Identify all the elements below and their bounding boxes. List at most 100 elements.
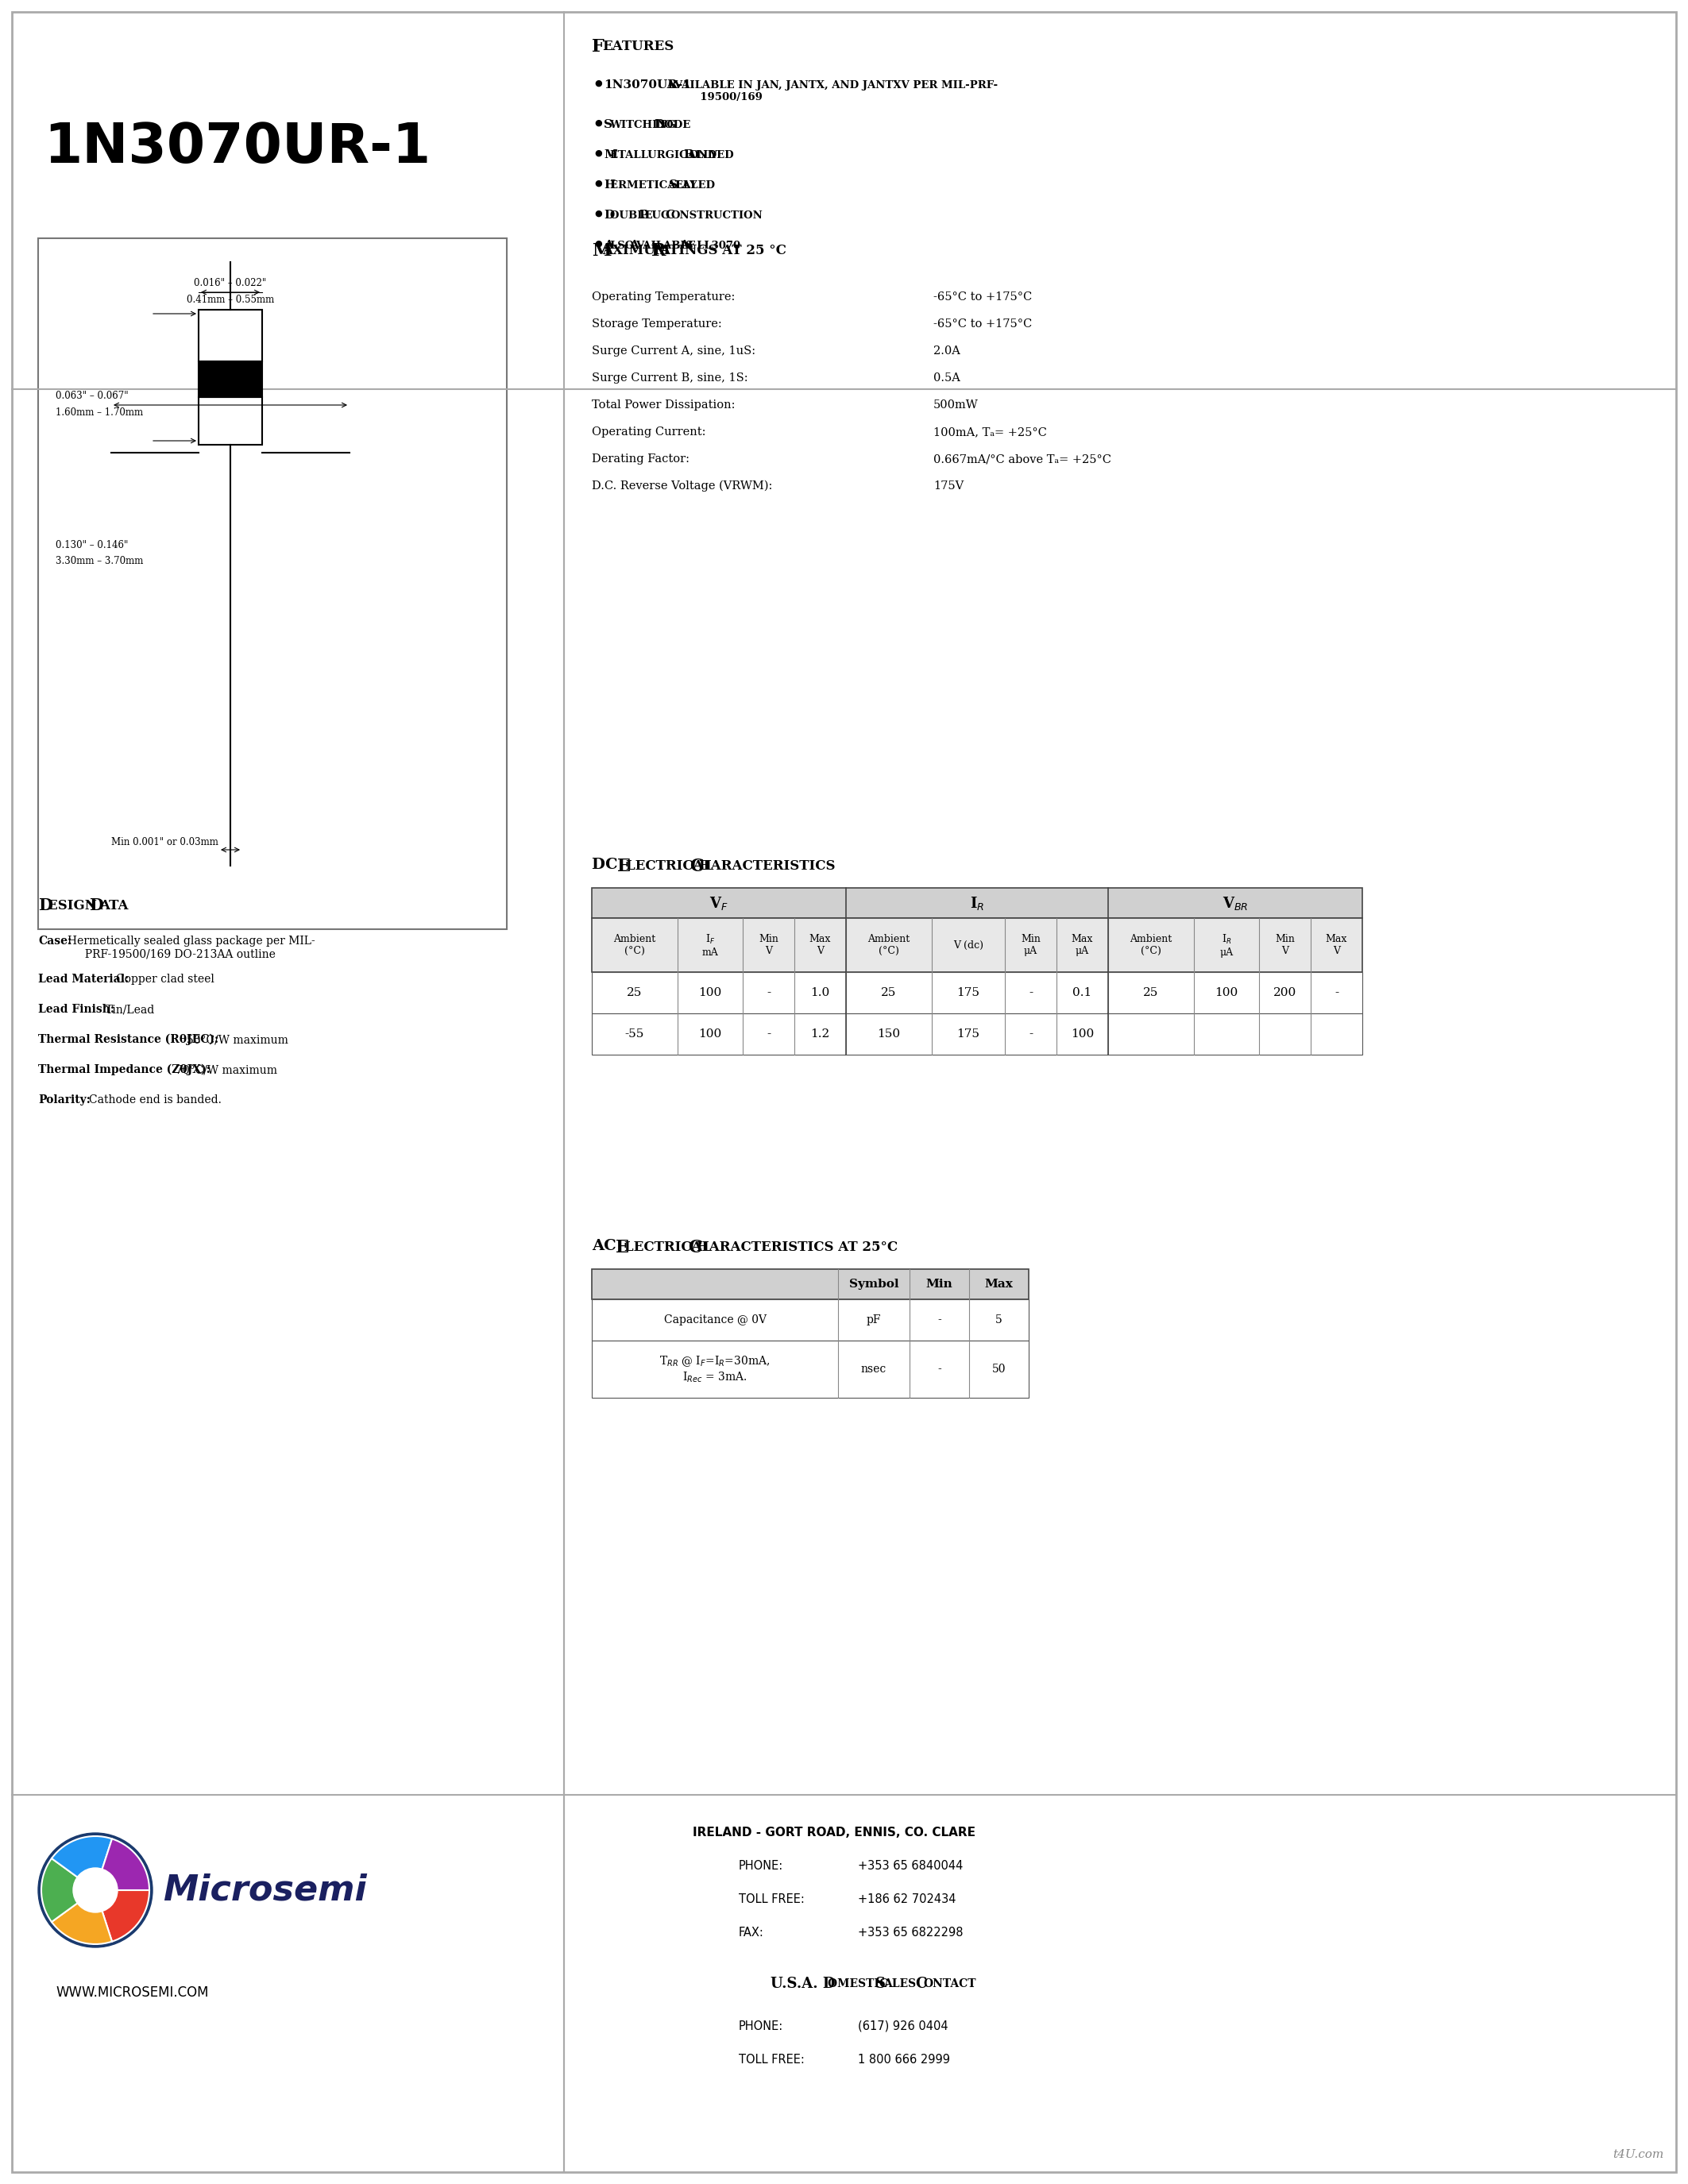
Text: +353 65 6840044: +353 65 6840044 [858, 1861, 964, 1872]
Text: 0.063" – 0.067": 0.063" – 0.067" [56, 391, 128, 402]
Text: 100: 100 [1215, 987, 1237, 998]
Text: 175: 175 [957, 1029, 979, 1040]
Text: D: D [604, 210, 614, 221]
Bar [39, 238, 506, 928]
Text: ●: ● [594, 179, 603, 188]
Text: D: D [39, 898, 52, 913]
Text: 0.5A: 0.5A [933, 373, 960, 384]
Text: ALES: ALES [883, 1979, 920, 1990]
Text: ONTACT: ONTACT [923, 1979, 976, 1990]
Text: Surge Current A, sine, 1uS:: Surge Current A, sine, 1uS: [592, 345, 756, 356]
Text: PHONE:: PHONE: [739, 1861, 783, 1872]
Text: 25: 25 [626, 987, 643, 998]
Text: Cathode end is banded.: Cathode end is banded. [89, 1094, 221, 1105]
Text: 500mW: 500mW [933, 400, 979, 411]
Text: Lead Material:: Lead Material: [39, 974, 128, 985]
Text: +353 65 6822298: +353 65 6822298 [858, 1926, 964, 1939]
Text: 0.1: 0.1 [1072, 987, 1092, 998]
Text: Ambient
(°C): Ambient (°C) [868, 935, 910, 957]
Text: HARACTERISTICS AT 25°C: HARACTERISTICS AT 25°C [697, 1241, 898, 1254]
Text: 1.2: 1.2 [810, 1029, 830, 1040]
Text: A: A [630, 240, 638, 251]
Text: Tin/Lead: Tin/Lead [105, 1005, 155, 1016]
Text: C: C [665, 210, 675, 221]
Text: 3.30mm – 3.70mm: 3.30mm – 3.70mm [56, 557, 143, 566]
Text: S: S [668, 179, 677, 190]
Text: Storage Temperature:: Storage Temperature: [592, 319, 722, 330]
Text: LUG: LUG [645, 210, 674, 221]
Text: V$_{BR}$: V$_{BR}$ [1222, 895, 1247, 911]
Text: 50: 50 [993, 1363, 1006, 1374]
Wedge shape [52, 1837, 111, 1889]
Text: D: D [89, 898, 103, 913]
Text: 0.130" – 0.146": 0.130" – 0.146" [56, 539, 128, 550]
Text: 175V: 175V [933, 480, 964, 491]
Text: 1.0: 1.0 [810, 987, 830, 998]
Text: C: C [915, 1977, 927, 1992]
Text: PHONE:: PHONE: [739, 2020, 783, 2031]
Text: E: E [618, 858, 631, 876]
Text: 175: 175 [957, 987, 979, 998]
Text: -: - [937, 1363, 942, 1374]
Text: 70°C/W maximum: 70°C/W maximum [176, 1064, 277, 1075]
Text: AXIMUM: AXIMUM [603, 245, 674, 258]
Text: 100: 100 [699, 987, 722, 998]
Text: ATINGS AT 25 °C: ATINGS AT 25 °C [660, 245, 787, 258]
Text: Thermal Impedance (ZθJX):: Thermal Impedance (ZθJX): [39, 1064, 211, 1077]
Text: 0.667mA/°C above Tₐ= +25°C: 0.667mA/°C above Tₐ= +25°C [933, 454, 1111, 465]
Text: M: M [592, 242, 611, 260]
Text: ETALLURGICALLY: ETALLURGICALLY [609, 151, 721, 159]
Text: Min
V: Min V [1274, 935, 1295, 957]
Text: -: - [937, 1315, 942, 1326]
Bar [199, 360, 262, 397]
Text: ONDED: ONDED [689, 151, 734, 159]
Text: S LL3070: S LL3070 [685, 240, 741, 251]
Text: -: - [1335, 987, 1339, 998]
Text: TOLL FREE:: TOLL FREE: [739, 1894, 805, 1904]
Text: EALED: EALED [675, 181, 716, 190]
Text: IRELAND - GORT ROAD, ENNIS, CO. CLARE: IRELAND - GORT ROAD, ENNIS, CO. CLARE [692, 1826, 976, 1839]
Text: nsec: nsec [861, 1363, 886, 1374]
Text: 25: 25 [881, 987, 896, 998]
Text: ●: ● [594, 149, 603, 157]
Text: E: E [616, 1238, 630, 1256]
Text: I$_R$: I$_R$ [971, 895, 984, 911]
Text: M: M [604, 149, 618, 159]
Circle shape [39, 1832, 152, 1948]
Text: 1.60mm – 1.70mm: 1.60mm – 1.70mm [56, 408, 143, 417]
Text: Capacitance @ 0V: Capacitance @ 0V [663, 1315, 766, 1326]
Text: DC: DC [592, 858, 623, 871]
Text: Min
V: Min V [758, 935, 778, 957]
Text: VAILABLE: VAILABLE [635, 240, 699, 251]
Bar [592, 972, 1362, 1013]
Text: -: - [1028, 987, 1033, 998]
Text: 100: 100 [699, 1029, 722, 1040]
Text: Case:: Case: [39, 935, 71, 946]
Text: H: H [604, 179, 614, 190]
Text: Microsemi: Microsemi [162, 1874, 366, 1907]
Text: WITCHING: WITCHING [609, 120, 680, 131]
Text: Lead Finish:: Lead Finish: [39, 1005, 115, 1016]
Bar [199, 397, 262, 446]
Text: V (dc): V (dc) [954, 939, 984, 950]
Text: R: R [652, 242, 667, 260]
Text: AVAILABLE IN JAN, JANTX, AND JANTXV PER MIL-PRF-
          19500/169: AVAILABLE IN JAN, JANTX, AND JANTXV PER … [663, 81, 998, 103]
Text: A: A [680, 240, 689, 251]
Text: ●: ● [594, 120, 603, 127]
Text: Ambient
(°C): Ambient (°C) [613, 935, 657, 957]
Bar [592, 1013, 1362, 1055]
Text: C: C [689, 1238, 702, 1256]
Text: -: - [766, 987, 770, 998]
Text: I$_R$
μA: I$_R$ μA [1220, 933, 1234, 957]
Text: -55: -55 [625, 1029, 645, 1040]
Text: OUBLE: OUBLE [609, 210, 657, 221]
Text: EATURES: EATURES [603, 39, 674, 52]
Bar [199, 310, 262, 360]
Text: ●: ● [594, 79, 603, 87]
Text: -: - [1028, 1029, 1033, 1040]
Text: AC: AC [592, 1238, 621, 1254]
Wedge shape [95, 1889, 149, 1942]
Text: 100: 100 [1070, 1029, 1094, 1040]
Text: t4U.com: t4U.com [1614, 2149, 1664, 2160]
Text: D: D [653, 120, 665, 131]
